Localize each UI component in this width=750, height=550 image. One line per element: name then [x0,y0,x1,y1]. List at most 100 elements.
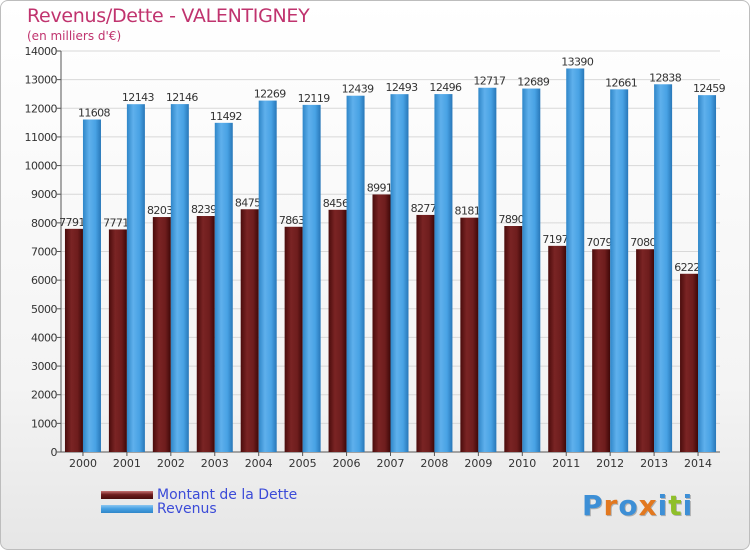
y-tick-label: 14000 [25,45,58,58]
logo-letter: i [682,489,694,522]
bar-revenus [82,119,101,452]
data-label-dette: 8475 [235,196,261,209]
logo-letter: P [582,489,604,522]
bar-revenus [654,84,673,453]
data-label-dette: 7079 [586,236,612,249]
data-label-dette: 8181 [455,205,481,218]
bar-dette [416,214,435,452]
logo-letter: o [618,489,639,522]
y-tick-label: 5000 [31,303,57,316]
legend-item-dette: Montant de la Dette [101,487,297,503]
x-tick-label: 2014 [684,457,712,470]
bar-revenus [126,104,145,452]
data-label-revenus: 12459 [693,82,726,95]
data-label-dette: 7080 [630,236,656,249]
data-label-revenus: 12838 [649,71,682,84]
bar-dette [504,226,523,452]
bar-revenus [434,94,453,452]
x-tick-label: 2010 [508,457,536,470]
bar-revenus [346,95,365,453]
bar-revenus [610,89,629,452]
x-tick-label: 2001 [113,457,141,470]
x-tick-label: 2003 [201,457,229,470]
legend-item-revenus: Revenus [101,501,217,517]
logo-letter: r [603,489,619,522]
data-label-dette: 7863 [279,214,305,227]
y-tick-label: 0 [51,446,58,459]
data-label-revenus: 11492 [210,110,242,123]
logo-letter: x [638,489,658,522]
y-tick-label: 2000 [31,389,57,402]
y-tick-label: 6000 [31,274,57,287]
data-label-revenus: 12143 [122,91,155,104]
data-label-dette: 8456 [323,197,349,210]
bar-dette [680,273,699,452]
bar-revenus [170,104,189,453]
data-label-revenus: 12439 [342,83,375,96]
data-label-revenus: 12493 [386,81,419,94]
bar-dette [152,217,171,452]
chart-subtitle: (en milliers d'€) [27,29,122,43]
bar-dette [196,216,215,452]
bar-revenus [214,122,233,452]
data-label-revenus: 12119 [298,92,331,105]
data-label-revenus: 12661 [605,76,637,89]
data-label-dette: 8991 [367,181,393,194]
y-tick-label: 7000 [31,246,57,259]
data-label-revenus: 13390 [561,55,594,68]
y-tick-label: 12000 [25,102,58,115]
data-label-revenus: 12496 [429,81,462,94]
data-label-dette: 7791 [59,216,85,229]
y-tick-label: 9000 [31,188,57,201]
x-tick-label: 2008 [420,457,448,470]
logo-letter: i [657,489,669,522]
bar-dette [108,229,127,452]
bar-dette [460,217,479,452]
data-label-dette: 7771 [103,216,129,229]
legend-swatch-revenus [101,505,153,513]
x-tick-label: 2005 [289,457,317,470]
y-tick-label: 1000 [31,417,57,430]
legend-swatch-dette [101,491,153,499]
y-tick-label: 11000 [25,131,58,144]
bar-revenus [302,104,321,453]
y-tick-label: 3000 [31,360,57,373]
bar-dette [372,194,391,452]
data-label-dette: 8277 [411,202,437,215]
proxiti-logo: Proxiti [582,489,693,522]
data-label-revenus: 11608 [78,107,111,120]
x-tick-label: 2000 [69,457,97,470]
data-label-dette: 8203 [147,204,173,217]
data-label-revenus: 12269 [254,88,287,101]
data-label-dette: 7890 [498,213,524,226]
bar-dette [548,245,567,452]
y-tick-label: 10000 [25,160,58,173]
bar-revenus [390,94,409,452]
x-tick-label: 2011 [552,457,580,470]
data-label-dette: 8239 [191,203,217,216]
legend-label-revenus: Revenus [157,501,217,517]
y-tick-label: 4000 [31,331,57,344]
x-tick-label: 2004 [245,457,273,470]
bar-revenus [566,68,585,453]
bar-dette [64,228,83,452]
x-tick-label: 2009 [464,457,492,470]
data-label-revenus: 12146 [166,91,199,104]
logo-letter: t [668,489,683,522]
bar-dette [284,226,303,452]
x-tick-label: 2006 [333,457,361,470]
legend-label-dette: Montant de la Dette [157,487,298,503]
x-tick-label: 2013 [640,457,668,470]
bar-dette [636,249,655,452]
y-tick-label: 13000 [25,74,58,87]
data-label-dette: 7197 [542,233,568,246]
bar-revenus [478,87,497,453]
x-tick-label: 2012 [596,457,624,470]
chart-title: Revenus/Dette - VALENTIGNEY [27,5,310,27]
x-tick-label: 2002 [157,457,185,470]
data-label-dette: 6222 [674,261,700,274]
data-label-revenus: 12689 [517,76,550,89]
y-tick-label: 8000 [31,217,57,230]
